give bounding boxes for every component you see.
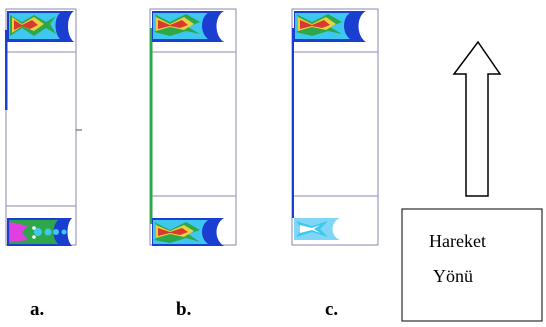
panel-c-bottom-contour <box>294 218 340 240</box>
direction-box-line2: Yönü <box>433 266 473 286</box>
panel-b-top-contour <box>152 11 224 42</box>
direction-box-line1: Hareket <box>429 231 486 251</box>
panel-b-bottom-contour <box>152 218 224 246</box>
panel-b-label: b. <box>176 299 192 320</box>
panel-c-label: c. <box>325 299 339 320</box>
panel-b <box>149 8 237 246</box>
panel-c <box>291 8 379 246</box>
panel-c-top-contour <box>294 11 366 42</box>
panel-a-wall-streak <box>5 30 8 110</box>
panel-a-top-contour <box>7 11 74 42</box>
panel-a <box>5 8 82 246</box>
up-arrow-outline-icon <box>452 40 502 197</box>
direction-box <box>401 208 543 322</box>
panel-b-frame <box>149 8 237 246</box>
panel-c-wall-streak <box>292 28 294 218</box>
panel-a-bottom-contour <box>7 218 72 246</box>
panel-c-frame <box>291 8 379 246</box>
panel-b-wall-streak <box>150 28 153 224</box>
panel-a-frame <box>5 8 77 246</box>
panel-a-label: a. <box>30 299 45 320</box>
